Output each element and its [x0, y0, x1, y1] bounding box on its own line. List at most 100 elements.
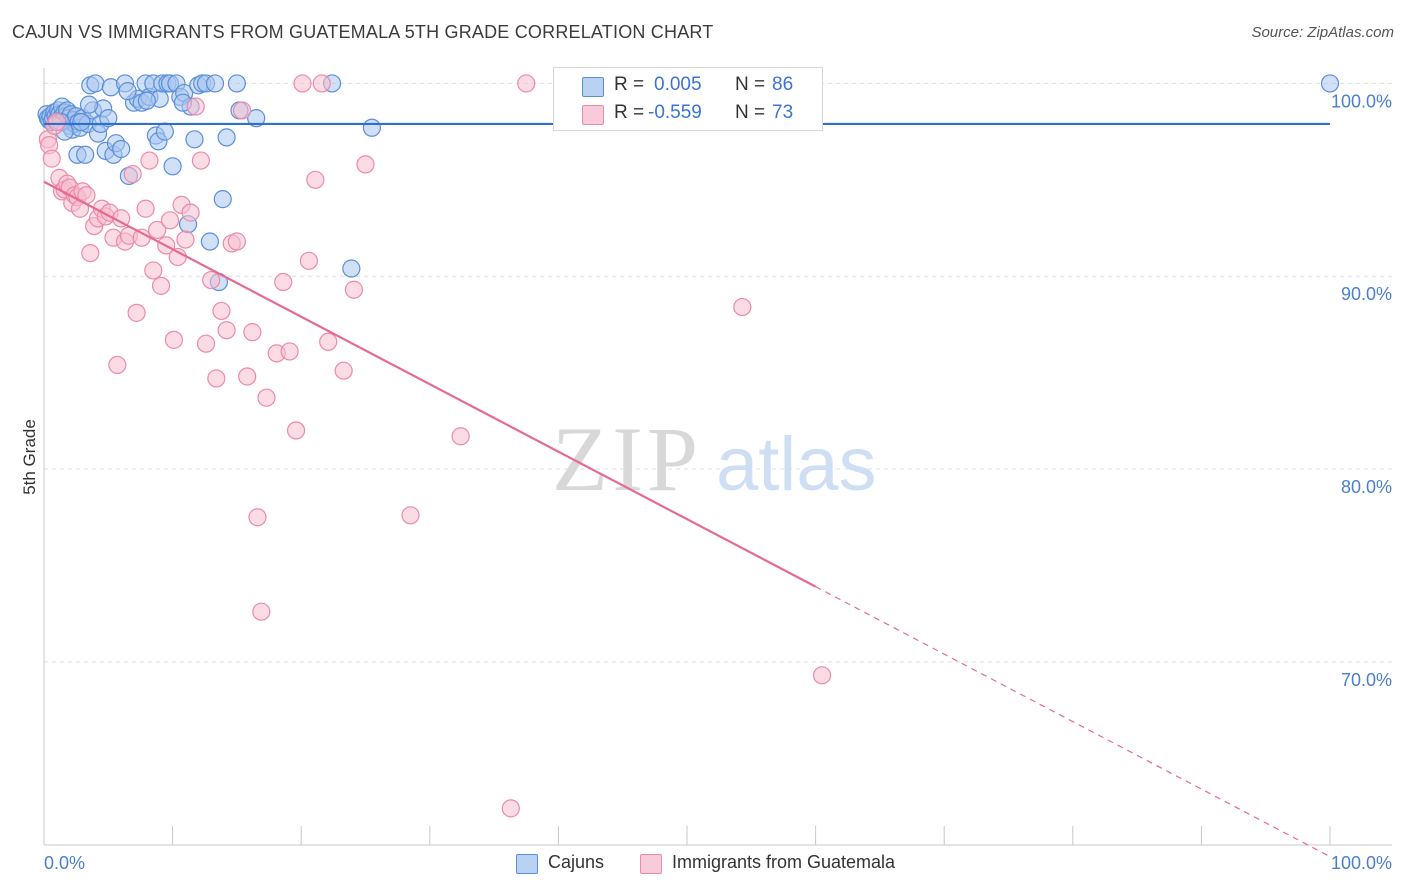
guatemala-point [136, 199, 155, 218]
guatemala-point [47, 112, 66, 132]
y-tick-label: 80.0% [1341, 477, 1392, 497]
y-tick-label: 100.0% [1331, 91, 1392, 111]
guatemala-point [196, 334, 216, 353]
cajuns-legend-label: Cajuns [548, 852, 605, 872]
guatemala-point [517, 74, 536, 93]
guatemala-point [127, 303, 146, 322]
guatemala-point [132, 228, 151, 247]
watermark-zip: ZIP [552, 408, 702, 510]
cajun-point [118, 82, 137, 101]
guatemala-point [334, 361, 353, 380]
guatemala-point [274, 272, 293, 292]
guatemala-point [252, 602, 271, 621]
guatemala-point [181, 203, 200, 222]
cajun-point [1320, 74, 1340, 93]
guatemala-point [212, 301, 231, 321]
guatemala-point [356, 155, 375, 174]
axes [43, 68, 1392, 846]
cajuns-legend-swatch [516, 854, 538, 874]
guatemala-point [286, 421, 306, 440]
stats-row-cajuns: R = 0.005 N = 86 [554, 74, 822, 100]
guatemala-point [257, 388, 276, 407]
series-legend: Cajuns Immigrants from Guatemala [0, 852, 1406, 878]
cajuns-swatch [582, 77, 604, 97]
stats-row-guatemala: R = -0.559 N = 73 [554, 102, 822, 128]
guatemala-points [38, 74, 832, 818]
cajun-point [362, 118, 382, 137]
guatemala-point [217, 321, 236, 340]
cajun-point [79, 95, 99, 114]
guatemala-point [812, 666, 832, 685]
guatemala-point [401, 506, 420, 525]
guatemala-point [243, 323, 262, 342]
cajun-point [99, 109, 118, 128]
guatemala-point [299, 251, 319, 270]
source-label: Source: ZipAtlas.com [1251, 24, 1394, 41]
guatemala-point [451, 427, 470, 446]
cajun-points [37, 74, 1340, 292]
cajun-point [217, 128, 236, 147]
n-value: 73 [772, 102, 794, 123]
guatemala-point [232, 101, 252, 120]
cajun-point [86, 74, 105, 93]
cajun-point [155, 122, 174, 141]
y-tick-label: 70.0% [1341, 670, 1392, 690]
guatemala-point [312, 74, 331, 93]
guatemala-point [164, 330, 183, 349]
guatemala-point [306, 170, 325, 189]
x-tick-label-max: 100.0% [1331, 853, 1392, 873]
guatemala-point [108, 355, 127, 375]
n-value: 86 [772, 74, 794, 95]
guatemala-point [293, 74, 312, 93]
guatemala-point [733, 297, 752, 317]
y-tick-labels: 100.0% 90.0% 80.0% 70.0% [1331, 91, 1392, 689]
r-label: R = [614, 102, 645, 123]
cajun-point [200, 232, 219, 251]
r-value: -0.559 [648, 102, 702, 123]
watermark-atlas: atlas [716, 422, 877, 507]
n-label: N = [735, 102, 766, 123]
guatemala-point [148, 220, 167, 240]
cajun-point [227, 74, 246, 93]
y-tick-label: 90.0% [1341, 284, 1392, 304]
chart-title: CAJUN VS IMMIGRANTS FROM GUATEMALA 5TH G… [12, 22, 714, 42]
guatemala-swatch [582, 105, 604, 125]
guatemala-point [191, 151, 210, 170]
cajun-point [76, 145, 95, 164]
guatemala-legend-label: Immigrants from Guatemala [672, 852, 896, 872]
cajun-point [213, 190, 232, 209]
guatemala-point [227, 232, 246, 251]
guatemala-point [186, 97, 205, 116]
n-label: N = [735, 74, 766, 95]
guatemala-point [160, 211, 180, 230]
guatemala-point [319, 332, 338, 351]
guatemala-point [248, 508, 267, 527]
guatemala-point [280, 342, 299, 361]
guatemala-point [123, 164, 142, 184]
x-tick-label-min: 0.0% [44, 853, 85, 873]
guatemala-point [140, 151, 159, 170]
guatemala-point [151, 276, 171, 295]
cajun-point [185, 130, 204, 149]
cajun-point [137, 91, 156, 110]
cajun-point [342, 259, 361, 278]
cajun-point [112, 139, 131, 159]
guatemala-point [238, 367, 257, 386]
guatemala-trend-line [43, 180, 817, 588]
r-label: R = [614, 74, 645, 95]
guatemala-point [207, 369, 226, 388]
watermark: ZIP atlas [552, 408, 877, 510]
cajun-point [72, 112, 91, 132]
guatemala-point [42, 149, 61, 168]
guatemala-point [344, 280, 364, 299]
guatemala-trend-line-extension [815, 586, 1331, 858]
y-axis-title: 5th Grade [20, 419, 39, 495]
r-value: 0.005 [654, 74, 702, 95]
stats-legend: R = 0.005 N = 86 R = -0.559 N = 73 [553, 67, 823, 131]
guatemala-point [144, 261, 163, 280]
x-ticks [43, 826, 1331, 845]
guatemala-legend-swatch [640, 854, 662, 874]
guatemala-point [202, 270, 221, 290]
cajun-point [205, 74, 225, 93]
